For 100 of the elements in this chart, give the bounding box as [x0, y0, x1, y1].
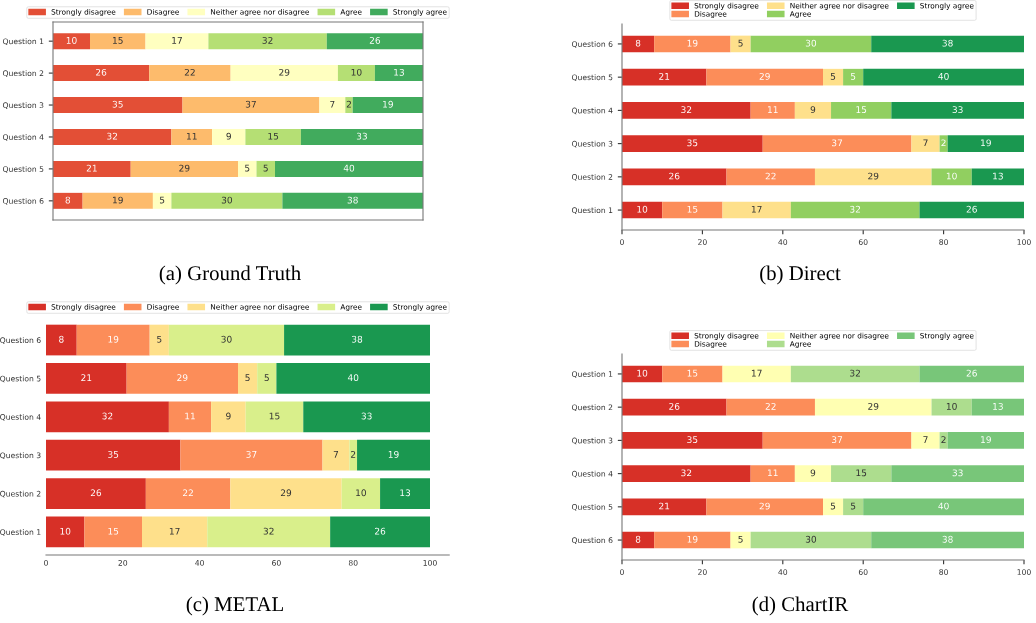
text: (b) Direct	[760, 265, 841, 285]
bar	[245, 128, 301, 145]
data-label: 10	[60, 527, 71, 535]
bar	[46, 324, 77, 356]
bar	[207, 516, 331, 548]
bar	[971, 398, 1024, 416]
text: (a) Ground Truth	[159, 265, 301, 285]
data-label: 10	[946, 172, 957, 180]
data-label: 40	[343, 164, 355, 172]
bar	[919, 365, 1024, 383]
data-label: 15	[268, 132, 279, 140]
data-label: 10	[637, 369, 648, 377]
bar	[53, 160, 131, 177]
data-label: 17	[169, 527, 180, 535]
data-label: 26	[966, 369, 977, 377]
data-label: 15	[687, 205, 698, 213]
text: (d) ChartIR	[752, 596, 849, 616]
data-label: 5	[263, 164, 268, 172]
bar	[82, 192, 153, 209]
bar	[831, 102, 892, 119]
data-label: 40	[938, 72, 949, 80]
bar	[863, 498, 1024, 516]
bar	[891, 102, 1024, 119]
data-label: 29	[759, 502, 770, 510]
data-label: 15	[856, 106, 867, 114]
bar	[76, 324, 150, 356]
data-label: 5	[245, 374, 250, 382]
data-label: 29	[280, 489, 292, 497]
bar	[911, 135, 940, 152]
data-label: 5	[830, 73, 836, 80]
bar	[230, 65, 338, 82]
data-label: 33	[952, 106, 963, 114]
data-label: 7	[923, 139, 928, 147]
data-label: 19	[981, 139, 991, 147]
data-label: 10	[946, 402, 957, 410]
bar	[762, 432, 912, 449]
data-label: 8	[65, 196, 71, 204]
bar	[831, 465, 892, 482]
bar	[726, 398, 815, 416]
data-label: 21	[86, 164, 97, 172]
bar	[726, 168, 815, 186]
data-label: 15	[113, 37, 123, 44]
data-label: 15	[108, 527, 119, 535]
bar	[871, 35, 1024, 53]
bar	[256, 160, 275, 177]
data-label: 11	[185, 412, 195, 420]
data-label: 9	[810, 106, 816, 114]
data-label: 35	[112, 100, 123, 108]
data-label: 7	[923, 436, 928, 443]
data-label: 13	[993, 402, 1003, 410]
bar	[790, 365, 920, 383]
bar	[257, 363, 277, 394]
data-label: 22	[184, 68, 195, 76]
data-label: 7	[333, 451, 339, 458]
data-label: 9	[226, 132, 231, 140]
bar	[622, 201, 663, 219]
data-label: 21	[659, 72, 670, 80]
data-label: 33	[361, 412, 372, 420]
data-label: 10	[356, 489, 367, 497]
bar	[282, 192, 423, 209]
bar	[662, 201, 723, 219]
bar	[180, 439, 323, 471]
bar	[622, 68, 707, 86]
data-label: 30	[805, 39, 817, 47]
data-label: 2	[350, 450, 356, 458]
data-label: 15	[856, 469, 867, 477]
data-label: 33	[952, 469, 963, 477]
bar	[622, 432, 763, 449]
bar	[730, 35, 751, 53]
data-label: 15	[269, 412, 280, 420]
bar	[168, 324, 285, 356]
bar	[762, 135, 912, 152]
data-label: 19	[687, 535, 698, 543]
bar	[931, 398, 972, 416]
bar	[750, 102, 795, 119]
bar	[750, 35, 872, 53]
bar	[53, 33, 90, 50]
bar	[46, 478, 146, 509]
bar	[230, 478, 342, 509]
data-label: 8	[635, 39, 641, 47]
data-label: 32	[263, 527, 274, 535]
bar	[622, 102, 751, 119]
bar	[149, 65, 231, 82]
data-label: 29	[759, 72, 770, 80]
data-label: 9	[810, 469, 816, 477]
bar	[794, 465, 832, 482]
data-label: 19	[108, 335, 119, 343]
bar	[345, 97, 353, 114]
data-label: 19	[687, 39, 698, 47]
data-label: 29	[179, 164, 190, 172]
data-label: 32	[107, 132, 118, 140]
data-label: 13	[400, 489, 411, 497]
bar	[168, 401, 212, 433]
bar	[126, 363, 238, 394]
data-label: 32	[262, 36, 273, 44]
data-label: 37	[246, 450, 257, 458]
data-label: 5	[850, 73, 856, 80]
data-label: 19	[981, 436, 991, 444]
data-label: 29	[868, 402, 879, 410]
data-label: 5	[850, 502, 856, 510]
